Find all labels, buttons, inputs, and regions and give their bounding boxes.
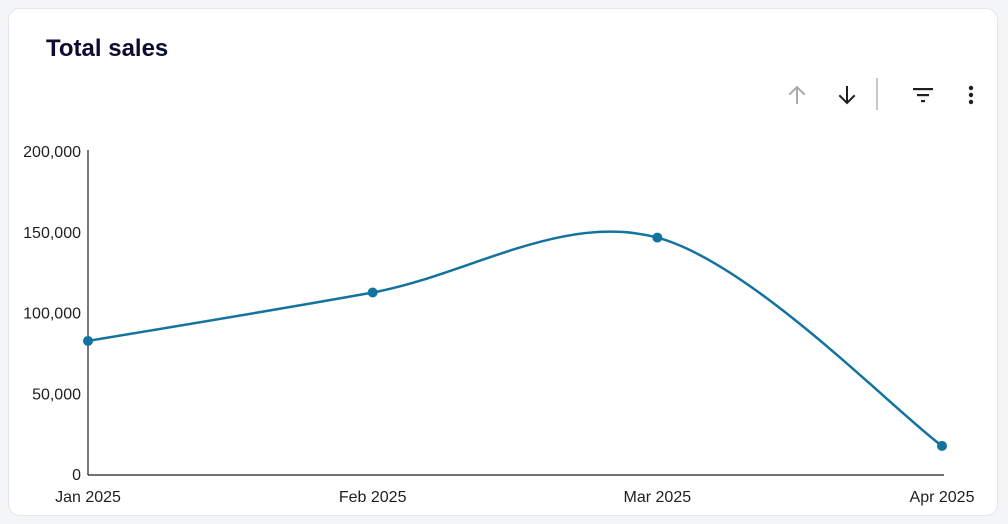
x-tick-label: Apr 2025 <box>910 489 975 506</box>
toolbar-divider <box>876 78 878 110</box>
chart-title: Total sales <box>46 35 169 62</box>
y-tick-label: 0 <box>72 467 81 484</box>
x-tick-label: Mar 2025 <box>624 489 692 506</box>
more-vertical-icon <box>968 85 974 105</box>
y-tick-label: 150,000 <box>23 225 81 242</box>
more-options-button[interactable] <box>953 77 989 113</box>
arrow-up-icon <box>788 85 806 104</box>
sort-ascending-button[interactable] <box>779 77 815 113</box>
data-point <box>83 335 93 346</box>
x-tick-label: Feb 2025 <box>339 489 407 506</box>
y-tick-label: 50,000 <box>32 386 81 403</box>
data-point <box>652 232 663 243</box>
x-tick-label: Jan 2025 <box>55 489 121 506</box>
data-point <box>937 440 947 451</box>
filter-button[interactable] <box>905 77 941 113</box>
arrow-down-icon <box>838 86 856 105</box>
sort-descending-button[interactable] <box>829 77 865 113</box>
chart-toolbar <box>769 77 989 113</box>
y-tick-label: 200,000 <box>23 144 81 161</box>
filter-icon <box>913 88 933 103</box>
chart-card: Total sales <box>8 8 998 516</box>
y-tick-label: 100,000 <box>23 306 81 323</box>
series-line <box>86 230 944 448</box>
data-point <box>367 287 378 298</box>
